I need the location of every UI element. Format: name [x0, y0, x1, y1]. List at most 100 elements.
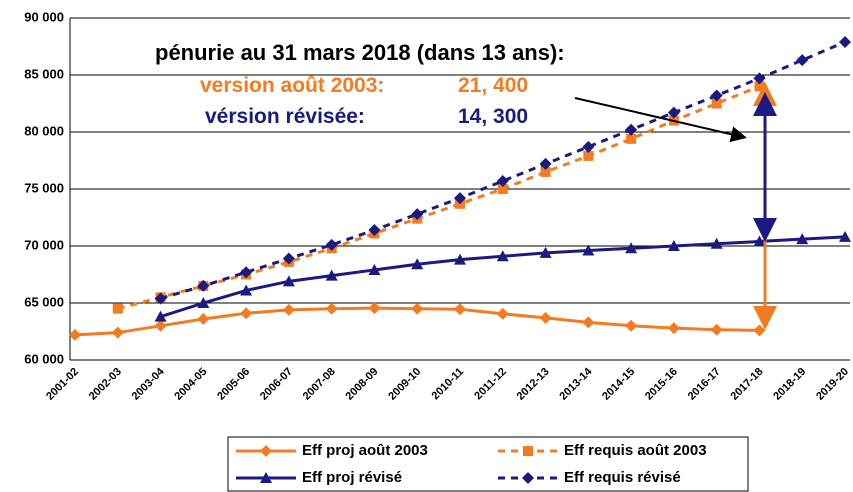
marker: [582, 244, 595, 256]
marker: [496, 175, 509, 188]
marker: [539, 157, 552, 170]
x-tick-label: 2003-04: [130, 365, 168, 403]
x-tick-label: 2009-10: [386, 366, 423, 403]
marker: [240, 284, 253, 296]
marker: [197, 312, 210, 325]
x-tick-label: 2019-20: [814, 366, 851, 403]
marker: [454, 303, 466, 316]
plot-area: 60 000 65 000 70 000 75 000 80 000 85 000 90 0…: [24, 9, 851, 402]
marker: [411, 258, 424, 270]
marker: [625, 319, 638, 332]
marker: [368, 263, 381, 275]
marker: [260, 472, 272, 483]
marker: [667, 240, 680, 251]
marker: [710, 237, 723, 249]
marker: [626, 133, 637, 144]
marker: [522, 472, 534, 484]
marker: [539, 311, 552, 324]
marker: [154, 319, 167, 332]
marker: [796, 233, 809, 245]
marker: [325, 302, 338, 315]
x-tick-label: 2014-15: [600, 366, 637, 403]
x-tick-label: 2002-03: [87, 366, 124, 403]
x-tick-label: 2017-18: [729, 366, 766, 403]
marker: [625, 123, 638, 136]
marker: [710, 323, 723, 336]
marker: [667, 106, 680, 119]
marker: [796, 54, 809, 67]
marker: [197, 297, 210, 308]
marker: [240, 266, 253, 279]
x-tick-label: 2013-14: [557, 365, 595, 403]
marker: [240, 307, 253, 320]
marker: [368, 302, 381, 315]
legend-label: Eff proj révisé: [302, 469, 402, 486]
marker: [368, 224, 381, 237]
x-tick-label: 2008-09: [344, 366, 381, 403]
marker: [496, 307, 509, 320]
marker: [454, 253, 466, 265]
marker: [625, 242, 638, 254]
legend-label: Eff requis août 2003: [564, 442, 707, 459]
marker: [582, 316, 595, 329]
x-tick-label: 2006-07: [258, 366, 295, 403]
x-tick-label: 2015-16: [643, 366, 680, 403]
marker: [411, 208, 424, 221]
marker: [282, 303, 295, 316]
marker: [753, 72, 766, 85]
marker: [325, 238, 338, 251]
headline: pénurie au 31 mars 2018 (dans 13 ans):: [155, 40, 565, 65]
x-tick-label: 2007-08: [301, 366, 338, 403]
marker: [282, 252, 295, 265]
marker: [154, 292, 167, 305]
pointer-arrow: [574, 97, 747, 143]
x-tick-label: 2018-19: [771, 366, 808, 403]
marker: [496, 250, 509, 262]
marker: [539, 246, 552, 258]
annotation: 21, 400: [458, 74, 528, 97]
marker: [111, 326, 124, 339]
marker: [154, 310, 167, 322]
marker: [282, 275, 295, 287]
x-tick-label: 2004-05: [172, 366, 209, 403]
legend-label: Eff proj août 2003: [302, 442, 428, 459]
marker: [583, 150, 594, 161]
annotation: version août 2003:: [200, 74, 384, 97]
marker: [523, 446, 533, 456]
marker: [112, 303, 123, 314]
x-tick-label: 2005-06: [215, 366, 252, 403]
series-line: [160, 235, 846, 319]
y-tick-label: 70 000: [24, 237, 64, 252]
y-tick-label: 80 000: [24, 123, 64, 138]
marker: [497, 184, 508, 194]
annotation: 14, 300: [458, 105, 528, 128]
marker: [839, 230, 851, 242]
marker: [69, 328, 81, 341]
marker: [839, 35, 851, 48]
marker: [325, 269, 338, 281]
marker: [667, 322, 680, 335]
series-line: [160, 40, 846, 300]
marker: [711, 98, 722, 109]
annotation: vérsion révisée:: [205, 105, 365, 128]
y-tick-label: 65 000: [24, 294, 64, 309]
y-tick-label: 75 000: [24, 180, 64, 195]
marker: [197, 279, 210, 292]
x-tick-label: 2011-12: [472, 366, 509, 403]
x-tick-label: 2012-13: [515, 366, 552, 403]
legend-box: [227, 436, 749, 492]
marker: [540, 166, 551, 177]
legend-label: Eff requis révisé: [564, 469, 681, 486]
x-tick-label: 2010-11: [430, 366, 467, 403]
marker: [582, 140, 595, 153]
x-tick-label: 2016-17: [686, 366, 723, 403]
marker: [753, 324, 766, 337]
y-tick-label: 60 000: [24, 351, 64, 366]
marker: [710, 89, 723, 102]
marker: [260, 445, 272, 457]
y-tick-label: 90 000: [24, 9, 64, 24]
x-tick-label: 2001-02: [44, 366, 81, 403]
marker: [454, 192, 466, 205]
